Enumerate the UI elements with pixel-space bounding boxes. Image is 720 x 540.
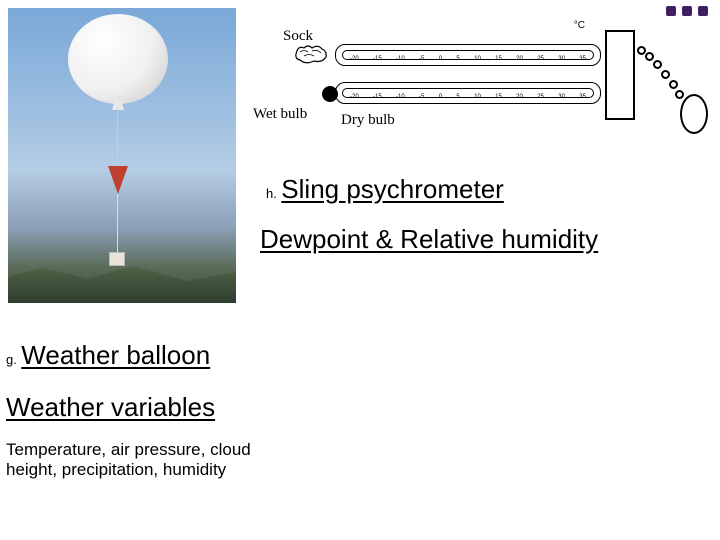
sock-icon <box>294 43 328 65</box>
answer-g-row: g. Weather balloon <box>6 340 210 371</box>
letter-g: g. <box>6 352 17 367</box>
thermometer-wet: -20-15-10-505101520253035 <box>335 44 601 66</box>
wet-bulb-label: Wet bulb <box>253 106 307 123</box>
answer-h-row: h. Sling psychrometer <box>266 174 504 205</box>
unit-label: °C <box>574 20 585 31</box>
sock-label: Sock <box>283 28 313 45</box>
dry-bulb-label: Dry bulb <box>341 112 395 129</box>
payload-icon <box>109 252 125 266</box>
parachute-icon <box>108 166 128 194</box>
weather-variables-list: Temperature, air pressure, cloud height,… <box>6 440 266 481</box>
thermometer-ticks: -20-15-10-505101520253035 <box>350 48 586 62</box>
balloon-icon <box>68 14 168 104</box>
bulb-icon <box>322 86 338 102</box>
answer-weather-variables: Weather variables <box>6 392 215 423</box>
answer-g: Weather balloon <box>21 340 210 370</box>
thermometer-ticks: -20-15-10-505101520253035 <box>350 86 586 100</box>
handle-frame <box>605 30 635 120</box>
answer-dewpoint: Dewpoint & Relative humidity <box>260 224 598 255</box>
psychrometer-diagram: °C -20-15-10-505101520253035 -20-15-10-5… <box>265 10 715 150</box>
answer-h: Sling psychrometer <box>281 174 504 204</box>
letter-h: h. <box>266 186 277 201</box>
ring-icon <box>680 94 708 134</box>
thermometer-dry: -20-15-10-505101520253035 <box>335 82 601 104</box>
weather-balloon-photo <box>8 8 236 303</box>
